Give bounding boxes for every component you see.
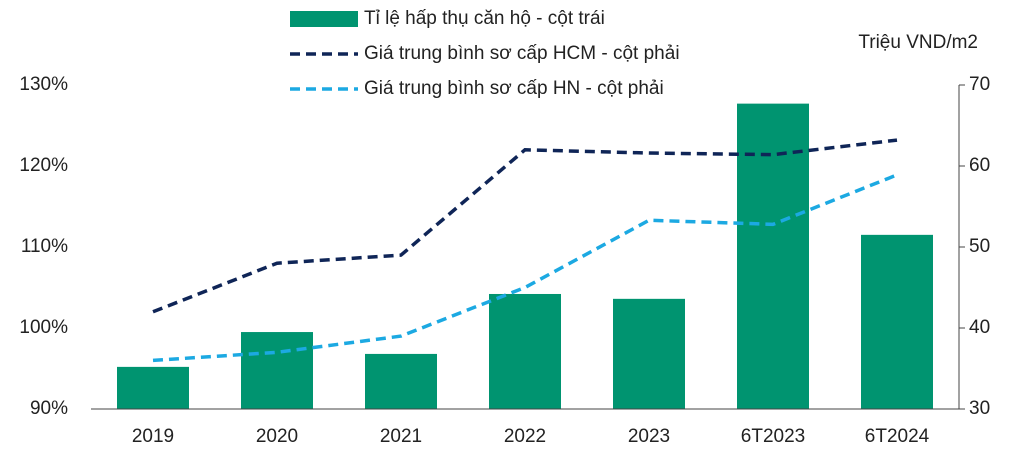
x-tick-label: 2019	[132, 426, 174, 447]
bar	[489, 293, 561, 409]
bar	[737, 103, 809, 409]
bar	[117, 366, 189, 409]
y2-axis-label: Triệu VND/m2	[858, 32, 978, 53]
legend-label: Giá trung bình sơ cấp HCM - cột phải	[364, 43, 680, 64]
y-tick-label: 130%	[19, 74, 68, 95]
y2-tick-label: 70	[969, 74, 990, 95]
bar	[861, 234, 933, 409]
y-tick-label: 120%	[19, 155, 68, 176]
legend-label: Giá trung bình sơ cấp HN - cột phải	[364, 78, 664, 99]
y2-tick-label: 50	[969, 236, 990, 257]
y-tick-label: 90%	[30, 398, 68, 419]
legend-label: Tỉ lệ hấp thụ căn hộ - cột trái	[364, 8, 605, 29]
line	[152, 138, 898, 314]
y-tick-label: 100%	[19, 317, 68, 338]
x-tick-label: 2023	[628, 426, 670, 447]
y2-tick-label: 40	[969, 317, 990, 338]
x-tick-label: 6T2023	[741, 426, 805, 447]
bar	[241, 332, 313, 409]
y2-tick-label: 60	[969, 155, 990, 176]
x-tick-label: 6T2024	[865, 426, 930, 447]
bar	[613, 298, 685, 409]
legend-swatch	[290, 11, 358, 27]
bar	[365, 353, 437, 409]
y-tick-label: 110%	[21, 236, 68, 257]
line	[152, 173, 898, 363]
x-tick-label: 2022	[504, 426, 546, 447]
y2-tick-label: 30	[969, 398, 990, 419]
x-tick-label: 2020	[256, 426, 298, 447]
x-tick-label: 2021	[380, 426, 422, 447]
